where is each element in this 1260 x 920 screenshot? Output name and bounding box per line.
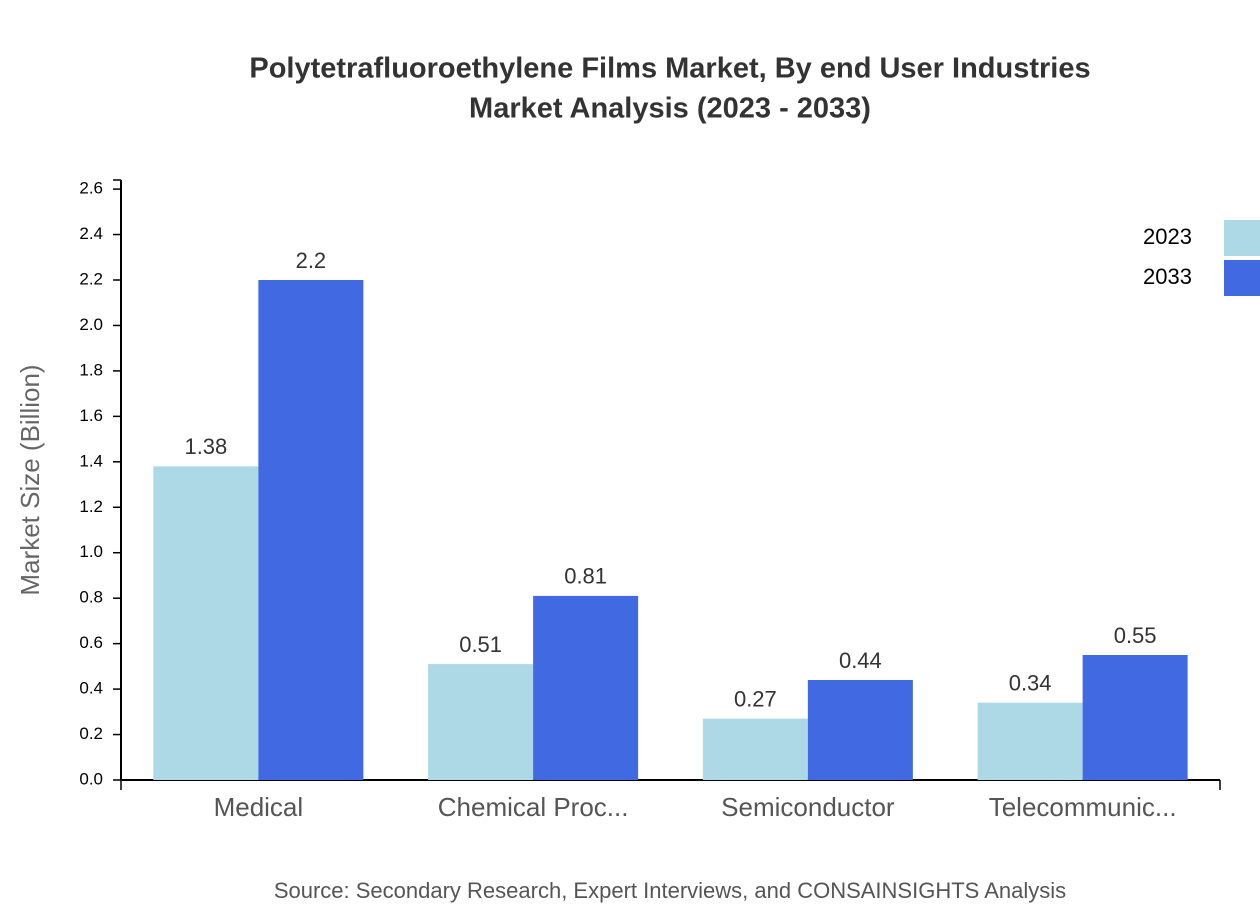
- source-note: Source: Secondary Research, Expert Inter…: [274, 878, 1066, 903]
- y-tick-label: 2.0: [79, 315, 103, 334]
- value-label: 0.81: [564, 564, 607, 589]
- bar: [533, 595, 639, 780]
- y-tick-label: 2.4: [79, 224, 103, 243]
- y-tick-label: 0.2: [79, 724, 103, 743]
- x-tick-label: Telecommunic...: [989, 792, 1177, 822]
- y-tick-label: 0.0: [79, 769, 103, 788]
- bar: [428, 664, 534, 780]
- y-tick-label: 1.2: [79, 497, 103, 516]
- chart-title: Market Analysis (2023 - 2033): [469, 93, 871, 125]
- value-label: 0.51: [459, 632, 502, 657]
- y-axis-label: Market Size (Billion): [15, 364, 45, 595]
- bar: [1082, 655, 1188, 780]
- y-tick-label: 1.6: [79, 406, 103, 425]
- x-tick-label: Semiconductor: [721, 792, 895, 822]
- legend-label: 2023: [1143, 224, 1192, 249]
- bar: [258, 280, 364, 780]
- bar: [702, 718, 808, 780]
- chart-title: Polytetrafluoroethylene Films Market, By…: [249, 53, 1090, 85]
- bar: [807, 680, 913, 780]
- bar: [977, 702, 1083, 780]
- y-tick-label: 1.0: [79, 542, 103, 561]
- value-label: 0.44: [839, 648, 882, 673]
- value-label: 0.27: [734, 686, 777, 711]
- y-tick-label: 0.4: [79, 679, 103, 698]
- legend-label: 2033: [1143, 264, 1192, 289]
- y-tick-label: 2.6: [79, 179, 103, 198]
- value-label: 2.2: [296, 248, 327, 273]
- legend-swatch: [1224, 220, 1260, 256]
- value-label: 0.55: [1114, 623, 1157, 648]
- y-tick-label: 1.8: [79, 360, 103, 379]
- legend-swatch: [1224, 260, 1260, 296]
- y-tick-label: 0.8: [79, 588, 103, 607]
- x-tick-label: Chemical Proc...: [438, 792, 629, 822]
- y-tick-label: 1.4: [79, 451, 103, 470]
- value-label: 1.38: [184, 434, 227, 459]
- y-tick-label: 2.2: [79, 269, 103, 288]
- bar: [153, 466, 259, 780]
- y-tick-label: 0.6: [79, 633, 103, 652]
- value-label: 0.34: [1009, 671, 1052, 696]
- x-tick-label: Medical: [214, 792, 304, 822]
